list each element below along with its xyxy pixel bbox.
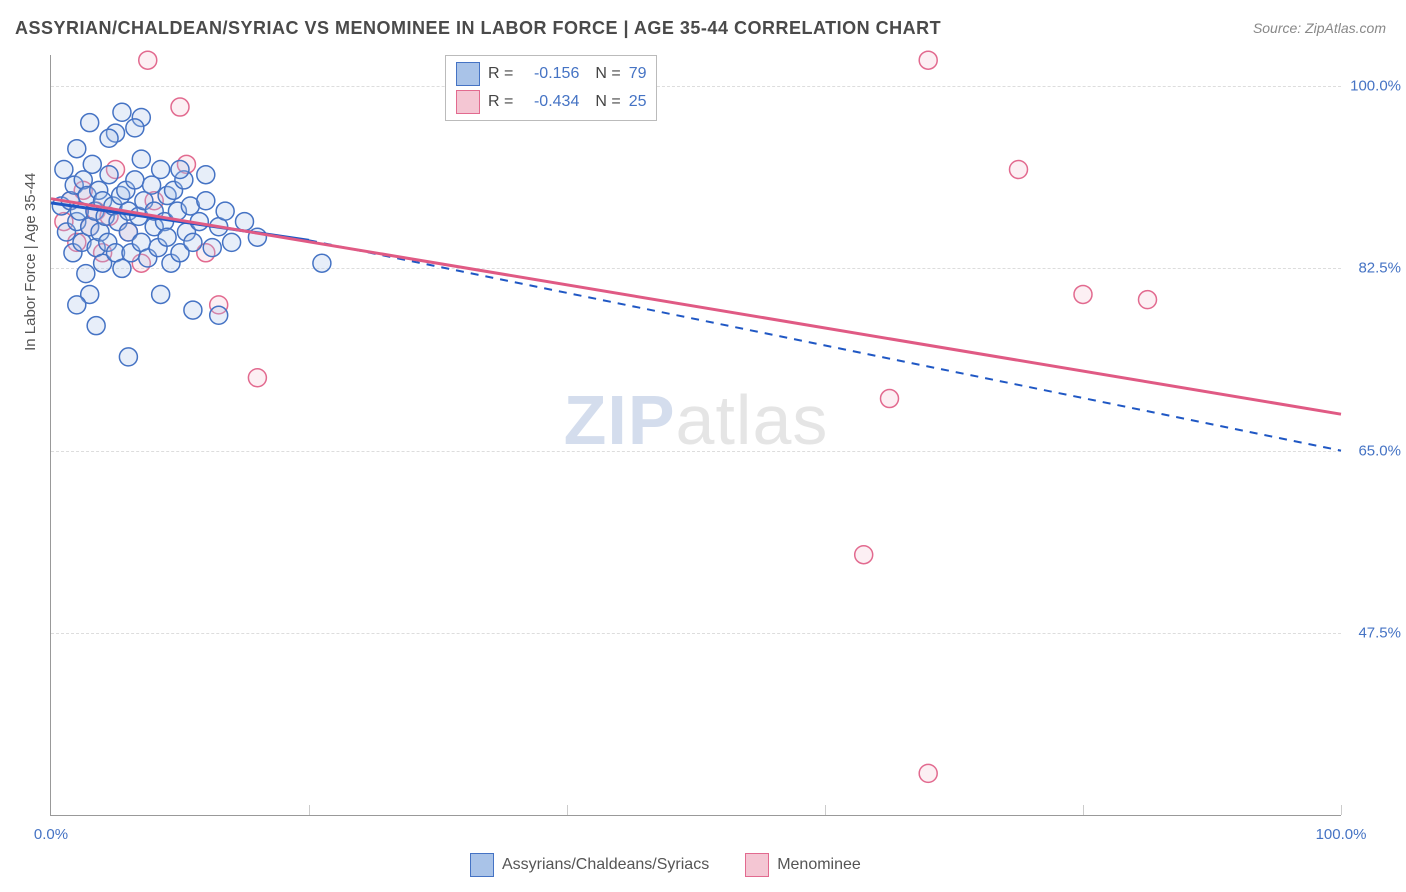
blue-point: [77, 265, 95, 283]
x-tick-label: 0.0%: [34, 826, 68, 843]
blue-point: [152, 161, 170, 179]
legend-swatch: [745, 853, 769, 877]
plot-area: ZIPatlas 47.5%65.0%82.5%100.0%0.0%100.0%: [50, 55, 1341, 816]
blue-point: [68, 140, 86, 158]
y-tick-label: 47.5%: [1358, 624, 1401, 641]
pink-point: [139, 51, 157, 69]
legend-row: R = -0.434 N = 25: [456, 88, 646, 116]
chart-container: ASSYRIAN/CHALDEAN/SYRIAC VS MENOMINEE IN…: [0, 0, 1406, 892]
y-tick-label: 65.0%: [1358, 442, 1401, 459]
blue-point: [171, 161, 189, 179]
blue-point: [68, 296, 86, 314]
series-legend-item: Assyrians/Chaldeans/Syriacs: [470, 853, 709, 877]
blue-point: [126, 119, 144, 137]
blue-point: [100, 129, 118, 147]
legend-swatch: [456, 62, 480, 86]
pink-point: [919, 764, 937, 782]
y-axis-title: In Labor Force | Age 35-44: [22, 173, 39, 351]
x-tick: [1341, 805, 1342, 815]
blue-point: [223, 233, 241, 251]
pink-point: [1010, 161, 1028, 179]
blue-point: [184, 233, 202, 251]
scatter-svg: [51, 55, 1341, 815]
legend-swatch: [456, 90, 480, 114]
pink-point: [248, 369, 266, 387]
blue-point: [313, 254, 331, 272]
blue-point: [236, 213, 254, 231]
blue-point: [83, 155, 101, 173]
blue-point: [81, 114, 99, 132]
pink-point: [855, 546, 873, 564]
series-label: Menominee: [777, 856, 861, 874]
n-value: 25: [629, 93, 647, 111]
n-label: N =: [595, 93, 620, 111]
blue-point: [55, 161, 73, 179]
blue-point: [197, 192, 215, 210]
blue-point: [197, 166, 215, 184]
blue-point: [210, 306, 228, 324]
pink-point: [1139, 291, 1157, 309]
blue-point: [216, 202, 234, 220]
r-label: R =: [488, 65, 513, 83]
source-attribution: Source: ZipAtlas.com: [1253, 20, 1386, 36]
pink-point: [881, 390, 899, 408]
blue-point: [87, 317, 105, 335]
blue-point: [158, 228, 176, 246]
correlation-legend: R = -0.156 N = 79 R = -0.434 N = 25: [445, 55, 657, 121]
legend-row: R = -0.156 N = 79: [456, 60, 646, 88]
pink-point: [919, 51, 937, 69]
blue-regression-dashed: [309, 240, 1341, 450]
chart-title: ASSYRIAN/CHALDEAN/SYRIAC VS MENOMINEE IN…: [15, 18, 941, 39]
pink-point: [1074, 285, 1092, 303]
x-tick-label: 100.0%: [1316, 826, 1367, 843]
blue-point: [132, 150, 150, 168]
pink-point: [171, 98, 189, 116]
r-label: R =: [488, 93, 513, 111]
blue-point: [100, 166, 118, 184]
legend-swatch: [470, 853, 494, 877]
series-legend: Assyrians/Chaldeans/Syriacs Menominee: [470, 853, 861, 877]
blue-point: [119, 348, 137, 366]
n-label: N =: [595, 65, 620, 83]
r-value: -0.156: [521, 65, 579, 83]
blue-point: [184, 301, 202, 319]
y-tick-label: 100.0%: [1350, 78, 1401, 95]
blue-point: [203, 239, 221, 257]
n-value: 79: [629, 65, 647, 83]
blue-point: [126, 171, 144, 189]
blue-point: [152, 285, 170, 303]
blue-point: [113, 103, 131, 121]
series-legend-item: Menominee: [745, 853, 861, 877]
r-value: -0.434: [521, 93, 579, 111]
series-label: Assyrians/Chaldeans/Syriacs: [502, 856, 709, 874]
y-tick-label: 82.5%: [1358, 260, 1401, 277]
